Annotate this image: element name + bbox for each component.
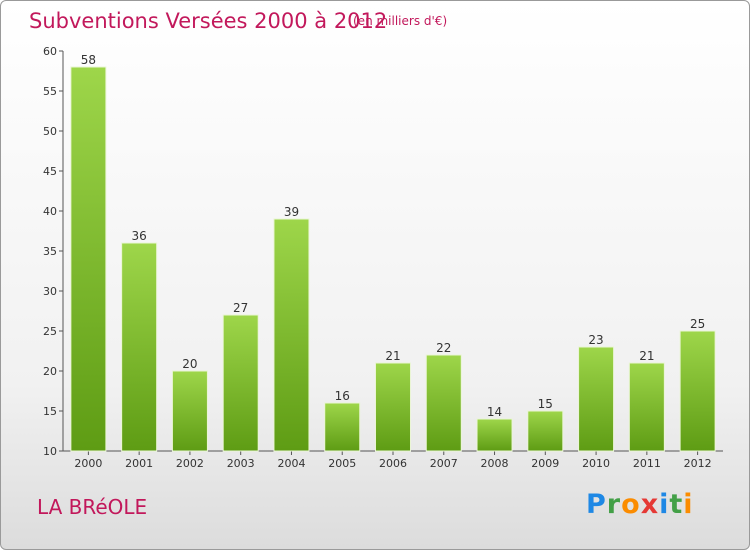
logo-letter: o [621, 489, 641, 520]
bar-2008 [476, 418, 513, 452]
bar-2006 [375, 362, 411, 452]
x-tick-label: 2006 [379, 457, 407, 470]
x-tick-label: 2008 [481, 457, 509, 470]
bar-2004 [273, 218, 310, 452]
logo-letter: i [683, 489, 694, 520]
bar-2012 [679, 330, 716, 452]
proxiti-logo: Proxiti [586, 489, 694, 520]
value-label-2011: 21 [639, 349, 654, 363]
bar-2007 [425, 354, 462, 452]
value-label-2001: 36 [132, 229, 147, 243]
x-tick-label: 2004 [277, 457, 305, 470]
value-label-2008: 14 [487, 405, 502, 419]
bar-2010 [578, 346, 615, 452]
x-tick-label: 2001 [125, 457, 153, 470]
y-tick-label: 20 [43, 365, 57, 378]
y-tick-label: 60 [43, 45, 57, 58]
logo-letter: i [659, 489, 670, 520]
y-tick-label: 50 [43, 125, 57, 138]
x-tick-label: 2002 [176, 457, 204, 470]
y-tick-label: 45 [43, 165, 57, 178]
value-label-2006: 21 [385, 349, 400, 363]
x-tick-label: 2010 [582, 457, 610, 470]
value-label-2009: 15 [538, 397, 553, 411]
bar-2003 [222, 314, 259, 452]
y-tick-label: 30 [43, 285, 57, 298]
logo-letter: P [586, 489, 607, 520]
logo-letter: x [640, 489, 660, 520]
y-tick-label: 40 [43, 205, 57, 218]
bar-2005 [324, 402, 361, 452]
value-label-2002: 20 [182, 357, 197, 371]
y-tick-label: 55 [43, 85, 57, 98]
x-tick-label: 2009 [531, 457, 559, 470]
x-tick-label: 2007 [430, 457, 458, 470]
logo-letter: r [606, 489, 622, 520]
y-tick-label: 25 [43, 325, 57, 338]
y-tick-label: 10 [43, 445, 57, 458]
bar-2001 [121, 242, 158, 452]
x-tick-label: 2000 [74, 457, 102, 470]
chart-title: Subventions Versées 2000 à 2012 [29, 9, 388, 33]
bar-2002 [171, 370, 208, 452]
bar-2009 [527, 410, 564, 452]
bar-2000 [70, 66, 107, 452]
x-tick-label: 2003 [227, 457, 255, 470]
value-label-2005: 16 [335, 389, 350, 403]
value-label-2012: 25 [690, 317, 705, 331]
logo-letter: t [669, 489, 684, 520]
value-label-2007: 22 [436, 341, 451, 355]
x-tick-label: 2011 [633, 457, 661, 470]
value-label-2010: 23 [588, 333, 603, 347]
value-label-2004: 39 [284, 205, 299, 219]
x-tick-label: 2012 [684, 457, 712, 470]
value-label-2003: 27 [233, 301, 248, 315]
bar-2011 [628, 362, 665, 452]
y-tick-label: 35 [43, 245, 57, 258]
x-tick-label: 2005 [328, 457, 356, 470]
commune-name: LA BRéOLE [37, 495, 148, 519]
chart-unit-subtitle: (en milliers d'€) [353, 14, 448, 28]
y-tick-label: 15 [43, 405, 57, 418]
value-label-2000: 58 [81, 53, 96, 67]
